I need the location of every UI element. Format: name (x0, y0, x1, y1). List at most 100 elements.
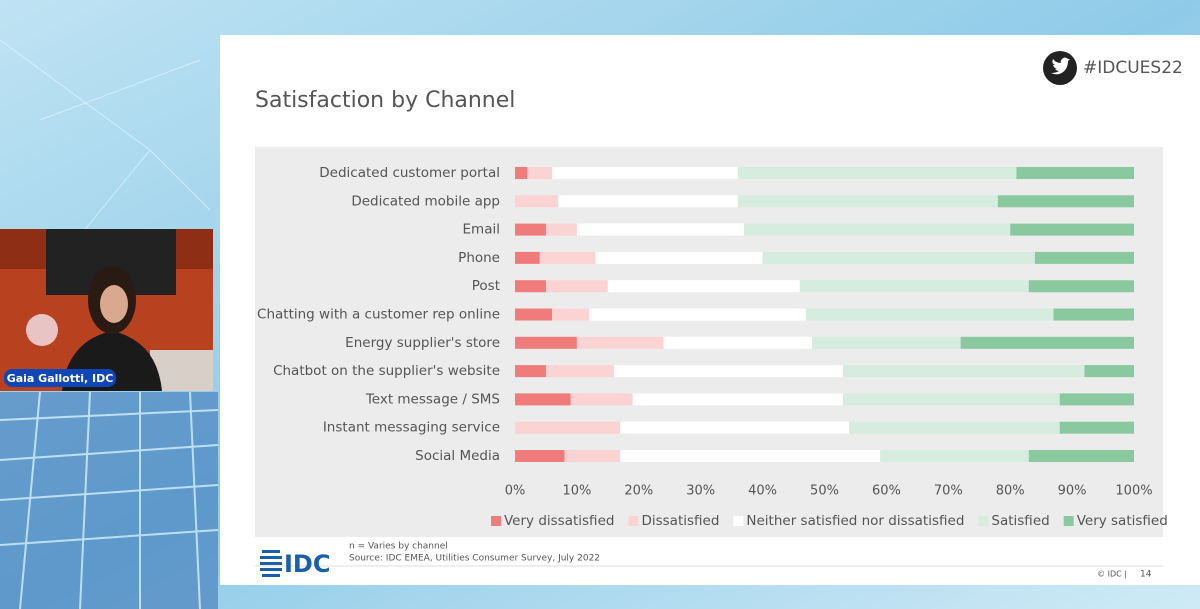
bar-segment (737, 195, 998, 208)
speaker-name: Gaia Gallotti, IDC (7, 372, 114, 385)
x-tick-label: 30% (686, 484, 715, 499)
bar-segment (1053, 308, 1134, 321)
bar-segment (849, 421, 1060, 434)
bar-segment (552, 308, 590, 321)
legend-swatch (491, 516, 501, 526)
copyright: © IDC | (1097, 570, 1127, 579)
x-tick-label: 40% (748, 484, 777, 499)
chart: 0% 10% 20% 30% 40% 50% 60% 70% 80% 90% 100% Dedicat… (257, 165, 1168, 529)
bar-segment (558, 195, 738, 208)
bar-segment (762, 251, 1035, 264)
bar-segment (805, 308, 1054, 321)
bar-segment (1059, 393, 1134, 406)
bar-segment (614, 365, 844, 378)
bar-segment (737, 167, 1017, 179)
category-label: Social Media (415, 448, 500, 464)
legend-swatch (628, 516, 639, 526)
source: Source: IDC EMEA, Utilities Consumer Sur… (349, 554, 600, 564)
category-label: Chatting with a customer rep online (257, 307, 500, 323)
hashtag: #IDCUES22 (1083, 58, 1183, 78)
bar-segment (515, 195, 559, 208)
legend-swatch (733, 516, 744, 526)
bar-segment (515, 393, 571, 406)
bar-segment (1084, 365, 1134, 378)
speaker-badge (4, 369, 116, 387)
bar-segment (515, 280, 546, 293)
category-label: Instant messaging service (323, 420, 500, 436)
bar-segment (1059, 421, 1134, 434)
category-label: Dedicated mobile app (351, 193, 500, 209)
bar-segment (744, 223, 1011, 236)
bar-segment (843, 365, 1085, 378)
bar-segment (799, 280, 1029, 293)
bar-segment (607, 280, 800, 293)
bar-segment (880, 450, 1029, 462)
bar-segment (570, 393, 633, 406)
bar-segment (843, 393, 1060, 406)
x-tick-label: 50% (810, 484, 839, 499)
bar-segment (1010, 223, 1134, 236)
legend-label: Very satisfied (1077, 513, 1168, 529)
bar-segment (552, 167, 738, 179)
category-label: Energy supplier's store (345, 335, 500, 351)
bar-segment (515, 450, 565, 462)
category-label: Post (472, 278, 500, 294)
bar-segment (589, 308, 806, 321)
bar-segment (620, 421, 850, 434)
bar-segment (515, 365, 546, 378)
logo: IDC (284, 550, 330, 578)
x-tick-label: 80% (996, 484, 1025, 499)
x-tick-label: 0% (505, 484, 526, 499)
x-tick-label: 10% (562, 484, 591, 499)
category-label: Phone (458, 250, 500, 266)
legend-label: Dissatisfied (641, 513, 719, 529)
bar-segment (545, 365, 615, 378)
category-label: Email (463, 222, 500, 238)
page-number: 14 (1140, 570, 1152, 580)
note: n = Varies by channel (349, 542, 448, 552)
x-tick-label: 70% (934, 484, 963, 499)
bar-segment (632, 393, 844, 406)
bar-segment (545, 223, 577, 236)
bar-segment (960, 336, 1134, 349)
bar-segment (812, 336, 961, 349)
bar-segment (663, 336, 813, 349)
bar-segment (1028, 450, 1134, 462)
idc-globe (260, 550, 282, 577)
bar-segment (515, 251, 540, 264)
category-label: Dedicated customer portal (319, 165, 500, 181)
bar-segment (1028, 280, 1134, 293)
category-label: Text message / SMS (365, 391, 500, 407)
bar-segment (515, 421, 621, 434)
x-tick-label: 90% (1058, 484, 1087, 499)
bar-segment (1016, 167, 1134, 179)
network-lines (0, 39, 211, 261)
bar-segment (515, 336, 577, 349)
bar-segment (576, 223, 745, 236)
bar-segment (515, 167, 528, 179)
bar-segment (527, 167, 553, 179)
webcam (0, 229, 213, 391)
category-label: Chatbot on the supplier's website (273, 363, 500, 379)
bar-segment (997, 195, 1134, 208)
bar-segment (620, 450, 881, 462)
legend-label: Very dissatisfied (504, 513, 614, 529)
bar-segment (576, 336, 664, 349)
bar-segment (564, 450, 621, 462)
legend-label: Neither satisfied nor dissatisfied (746, 513, 964, 529)
legend-label: Satisfied (991, 513, 1049, 529)
slide-title: Satisfaction by Channel (255, 88, 515, 113)
x-tick-label: 100% (1115, 484, 1152, 499)
x-tick-label: 60% (872, 484, 901, 499)
bar-segment (539, 251, 596, 264)
bar-segment (515, 308, 553, 321)
solar-panels (0, 391, 219, 609)
legend-swatch (978, 516, 989, 526)
bar-segment (1034, 251, 1134, 264)
bar-segment (545, 280, 608, 293)
bar-segment (595, 251, 763, 264)
twitter-bird (1051, 57, 1070, 75)
x-tick-label: 20% (624, 484, 653, 499)
